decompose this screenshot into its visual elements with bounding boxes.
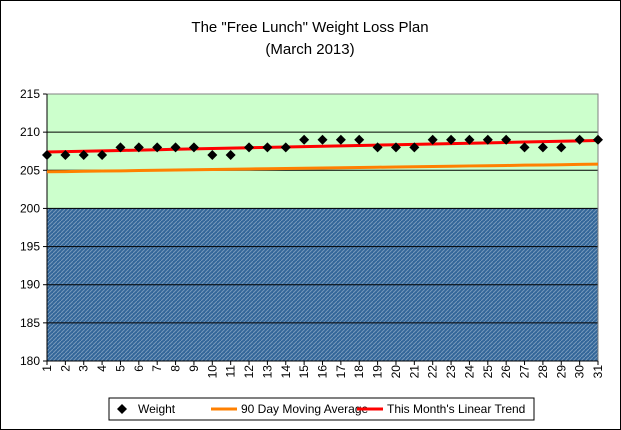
x-tick-label: 10 <box>205 365 219 379</box>
weight-point <box>60 150 71 161</box>
x-tick-label: 13 <box>260 365 274 379</box>
x-tick-label: 3 <box>77 365 91 372</box>
x-tick-label: 30 <box>573 365 587 379</box>
weight-point <box>244 142 255 153</box>
weight-point <box>593 134 603 145</box>
legend-item-linear-trend: This Month's Linear Trend <box>357 402 525 416</box>
x-tick-label: 27 <box>518 365 532 379</box>
weight-point <box>78 150 89 161</box>
x-tick-label: 14 <box>279 365 293 379</box>
weight-point <box>262 142 273 153</box>
y-tick-label: 185 <box>20 316 40 330</box>
weight-point <box>188 142 199 153</box>
weight-point <box>556 142 567 153</box>
x-tick-label: 22 <box>426 365 440 379</box>
weight-point <box>335 134 346 145</box>
x-tick-label: 26 <box>499 365 513 379</box>
x-tick-label: 8 <box>169 365 183 372</box>
x-tick-label: 9 <box>187 365 201 372</box>
y-tick-label: 210 <box>20 125 40 139</box>
x-tick-label: 29 <box>554 365 568 379</box>
x-tick-label: 11 <box>224 365 238 378</box>
y-tick-label: 190 <box>20 278 40 292</box>
weight-point <box>317 134 328 145</box>
weight-point <box>152 142 163 153</box>
legend-item-moving-average: 90 Day Moving Average <box>211 402 369 416</box>
y-tick-labels: 180 185 190 195 200 205 210 215 <box>20 87 40 368</box>
x-tick-label: 24 <box>462 365 476 379</box>
y-tick-label: 200 <box>20 201 40 215</box>
weight-point <box>501 134 512 145</box>
x-tick-label: 17 <box>334 365 348 379</box>
x-tick-labels: 1 2 3 4 5 6 7 8 9 10 11 12 13 14 15 16 17 18 19 20 21 22 23 24 2… <box>40 361 605 378</box>
legend-box <box>108 397 535 421</box>
weight-point <box>133 142 144 153</box>
weight-point <box>409 142 420 153</box>
weight-point <box>372 142 383 153</box>
weight-point <box>574 134 585 145</box>
weight-point <box>170 142 181 153</box>
x-tick-label: 18 <box>352 365 366 379</box>
legend: Weight 90 Day Moving Average This Month'… <box>108 397 535 421</box>
x-tick-label: 7 <box>150 365 164 372</box>
weight-point <box>464 134 475 145</box>
x-tick-label: 28 <box>536 365 550 379</box>
weight-point <box>427 134 438 145</box>
weight-point <box>354 134 365 145</box>
x-tick-label: 4 <box>95 365 109 372</box>
legend-linear-trend-label: This Month's Linear Trend <box>387 402 525 416</box>
x-tick-label: 15 <box>297 365 311 379</box>
background-bands <box>47 94 598 361</box>
x-tick-label: 6 <box>132 365 146 372</box>
x-tick-label: 31 <box>591 365 605 379</box>
y-tick-label: 205 <box>20 163 40 177</box>
x-tick-label: 5 <box>113 365 127 372</box>
x-tick-label: 20 <box>389 365 403 379</box>
weight-point <box>115 142 126 153</box>
weight-point <box>299 134 310 145</box>
weight-point <box>42 150 52 161</box>
x-tick-label: 23 <box>444 365 458 379</box>
chart-title: The "Free Lunch" Weight Loss Plan <box>191 19 428 36</box>
weight-point <box>482 134 493 145</box>
y-tick-label: 180 <box>20 354 40 368</box>
x-tick-label: 1 <box>40 365 54 372</box>
weight-point <box>390 142 401 153</box>
x-tick-label: 25 <box>481 365 495 379</box>
weight-point <box>537 142 548 153</box>
weight-point <box>225 150 236 161</box>
weight-point <box>280 142 291 153</box>
legend-weight-label: Weight <box>138 402 176 416</box>
legend-item-weight: Weight <box>117 402 176 416</box>
weight-point <box>97 150 108 161</box>
x-tick-label: 21 <box>407 365 421 379</box>
legend-moving-average-label: 90 Day Moving Average <box>241 402 369 416</box>
chart-subtitle: (March 2013) <box>265 41 354 58</box>
x-tick-label: 12 <box>242 365 256 379</box>
legend-weight-marker <box>117 404 127 414</box>
x-tick-label: 19 <box>371 365 385 379</box>
weight-point <box>207 150 218 161</box>
x-tick-label: 16 <box>316 365 330 379</box>
weight-points <box>42 134 603 161</box>
series-line-1 <box>46 162 599 174</box>
y-tick-label: 195 <box>20 240 40 254</box>
x-tick-label: 2 <box>58 365 72 372</box>
weight-point <box>446 134 457 145</box>
weight-point <box>519 142 530 153</box>
y-tick-label: 215 <box>20 87 40 101</box>
